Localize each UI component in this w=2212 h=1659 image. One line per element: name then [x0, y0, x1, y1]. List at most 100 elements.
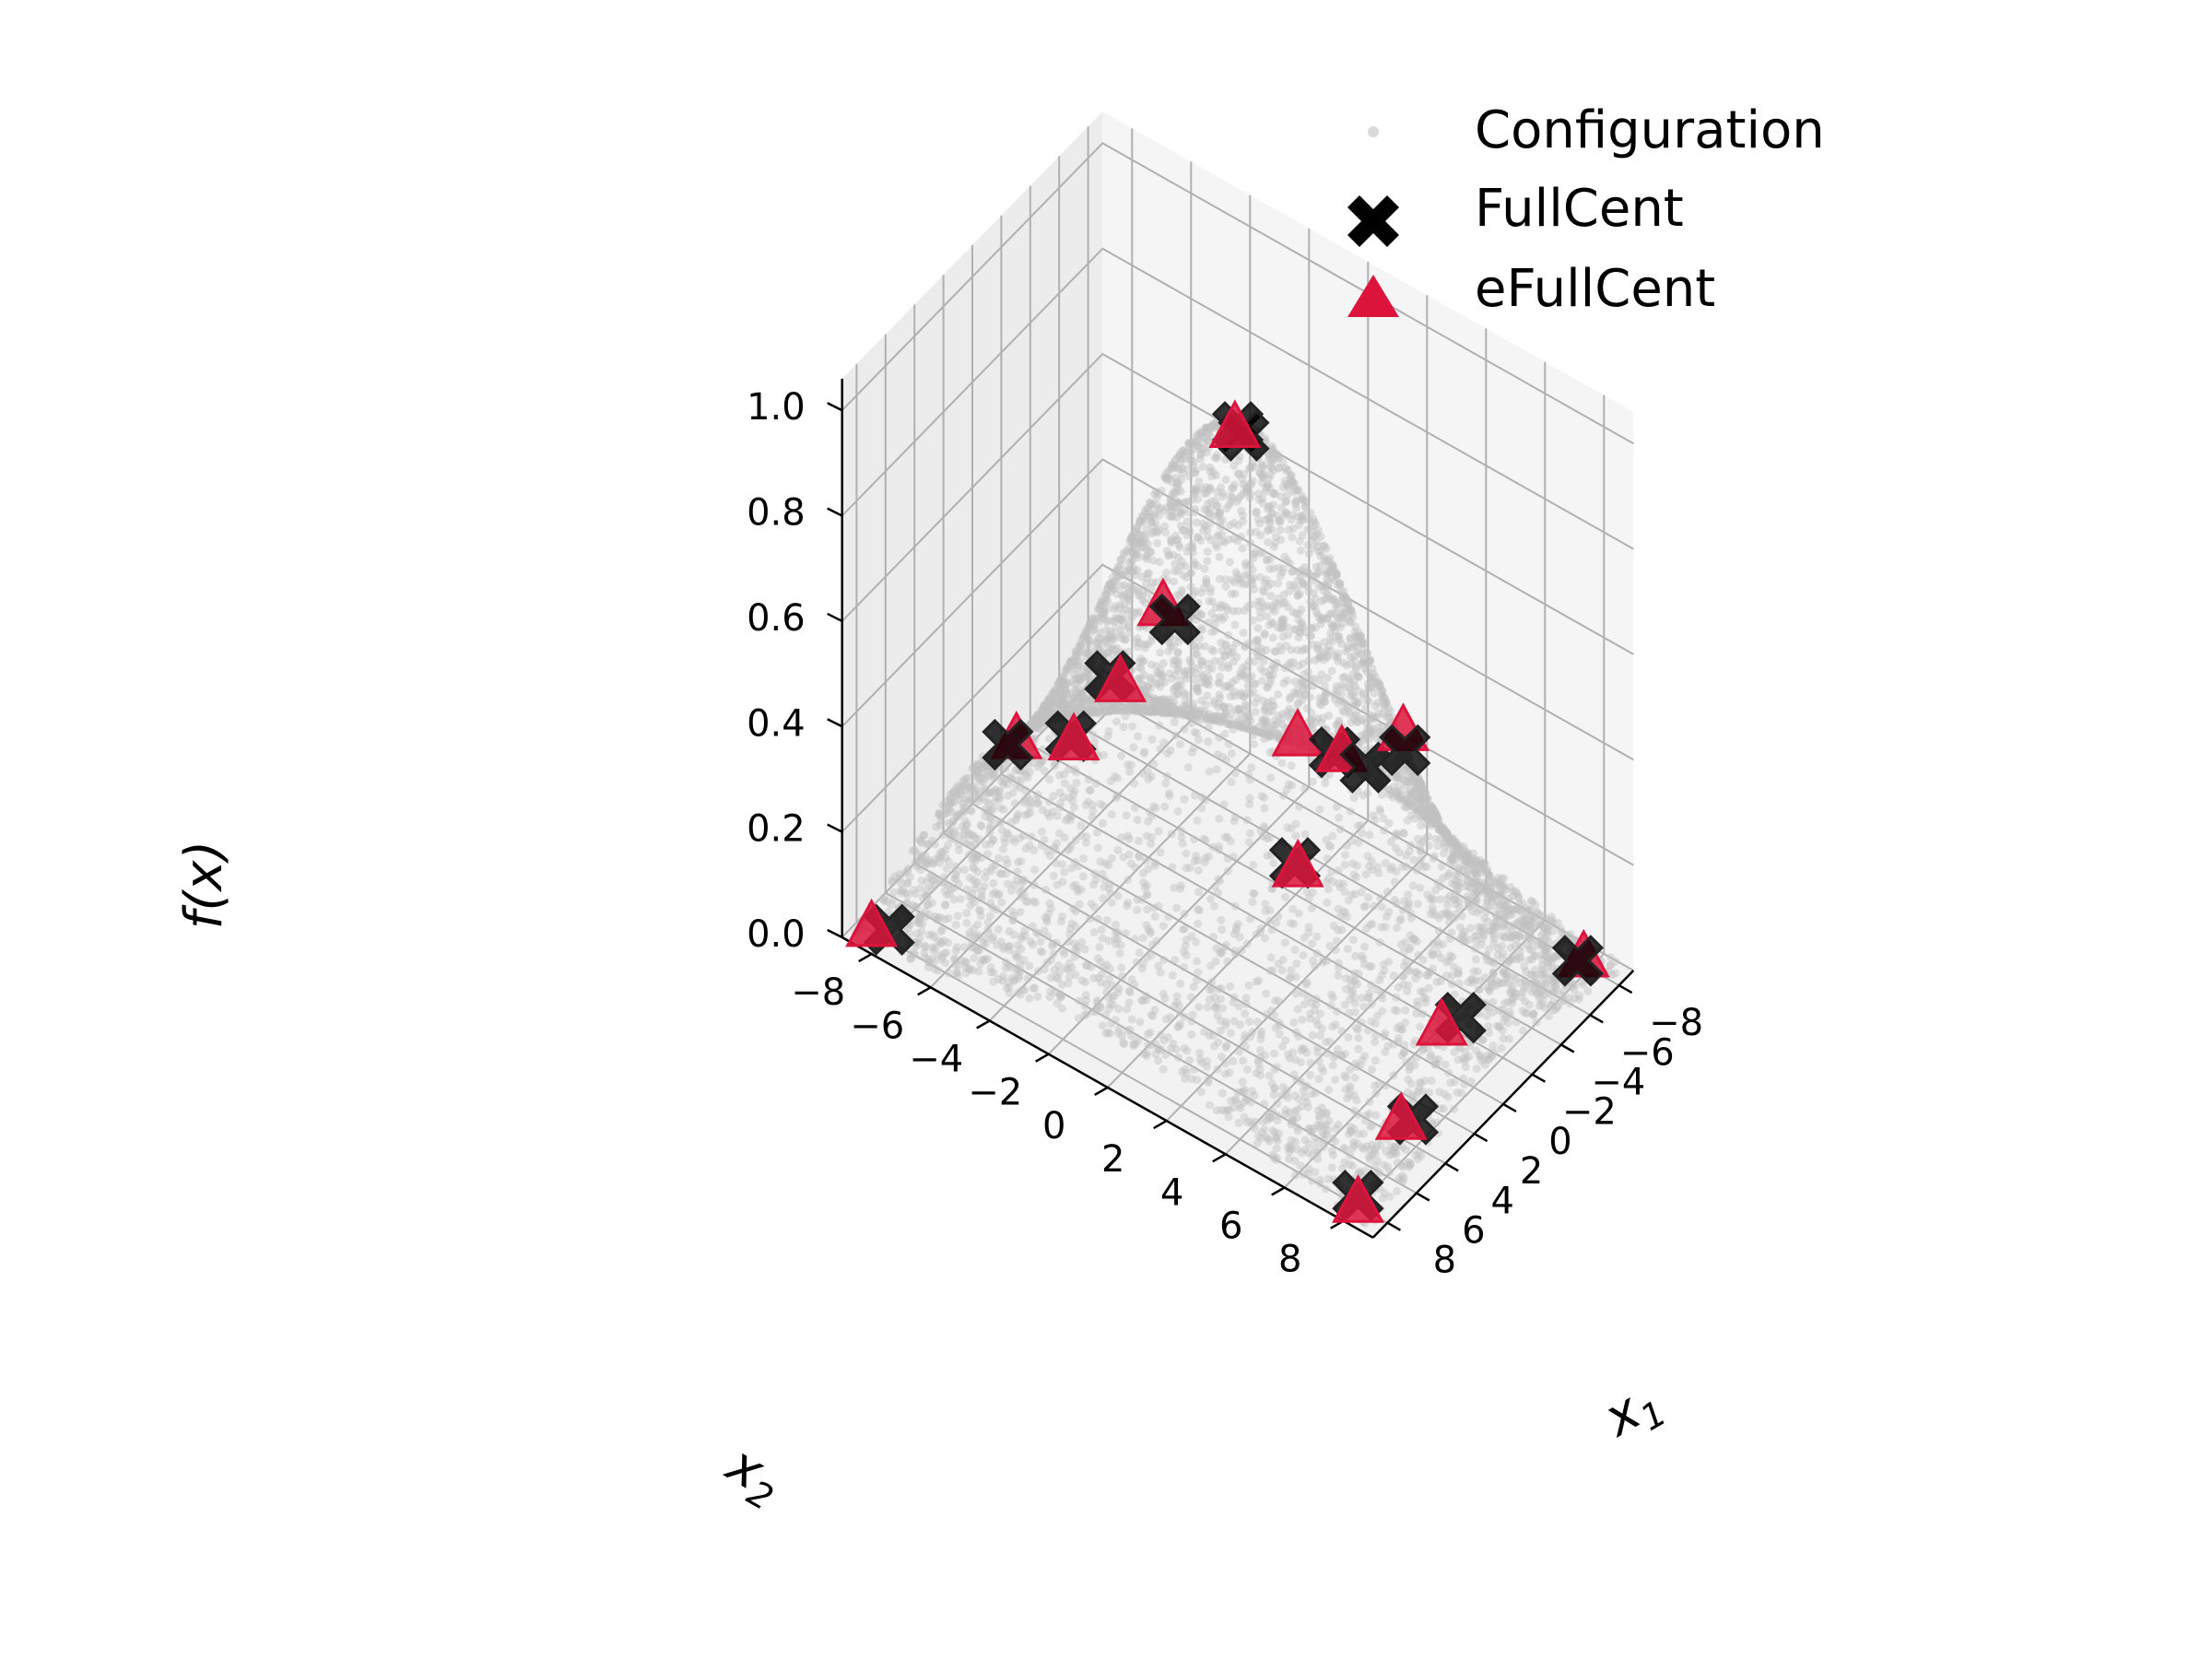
configuration-point — [983, 918, 993, 927]
configuration-point — [1012, 781, 1021, 790]
configuration-point — [1231, 813, 1240, 821]
configuration-point — [1422, 794, 1430, 804]
configuration-point — [1492, 1021, 1501, 1030]
configuration-point — [1512, 935, 1521, 944]
configuration-point — [938, 830, 947, 840]
configuration-point — [1526, 970, 1535, 979]
configuration-point — [1299, 580, 1308, 589]
configuration-point — [880, 892, 889, 901]
configuration-point — [1035, 719, 1044, 728]
configuration-point — [1470, 867, 1479, 877]
configuration-point — [1401, 1018, 1410, 1027]
configuration-point — [1149, 705, 1159, 714]
configuration-point — [1253, 651, 1263, 660]
configuration-point — [1452, 841, 1461, 850]
configuration-point — [1194, 688, 1203, 696]
configuration-point — [1450, 1077, 1459, 1087]
configuration-point — [1071, 836, 1080, 844]
configuration-point — [1444, 833, 1453, 842]
configuration-point — [1052, 938, 1061, 947]
configuration-point — [1025, 961, 1034, 971]
configuration-point — [973, 877, 982, 887]
configuration-point — [1090, 706, 1099, 715]
configuration-point — [1430, 806, 1439, 816]
configuration-point — [1349, 1124, 1359, 1133]
configuration-point — [1172, 681, 1182, 690]
configuration-point — [1040, 702, 1049, 712]
configuration-point — [1466, 884, 1476, 893]
configuration-point — [1317, 670, 1326, 679]
configuration-point — [1483, 867, 1492, 877]
configuration-point — [1403, 1088, 1412, 1097]
configuration-point — [1337, 925, 1347, 935]
configuration-point — [1081, 628, 1090, 637]
configuration-point — [1180, 709, 1189, 718]
configuration-point — [1254, 1132, 1264, 1141]
configuration-point — [1311, 623, 1320, 632]
configuration-point — [1445, 917, 1454, 926]
configuration-point — [1173, 487, 1182, 496]
configuration-point — [1484, 887, 1492, 896]
configuration-point — [1398, 1171, 1406, 1180]
configuration-point — [1241, 700, 1250, 710]
configuration-point — [1142, 831, 1151, 841]
y-tick — [858, 953, 873, 963]
configuration-point — [1570, 985, 1579, 994]
configuration-point — [1314, 547, 1324, 556]
configuration-point — [1196, 535, 1206, 545]
configuration-point — [1098, 704, 1107, 713]
configuration-point — [1253, 597, 1263, 606]
configuration-point — [1260, 630, 1268, 640]
configuration-point — [1382, 697, 1391, 706]
configuration-point — [1156, 745, 1165, 754]
configuration-point — [1187, 932, 1196, 941]
configuration-point — [1189, 702, 1198, 712]
configuration-point — [1396, 1161, 1406, 1171]
configuration-point — [1332, 936, 1341, 946]
configuration-point — [1026, 799, 1035, 807]
configuration-point — [1478, 865, 1488, 874]
configuration-point — [1180, 1043, 1189, 1053]
configuration-point — [1107, 706, 1116, 715]
configuration-point — [1202, 577, 1211, 586]
configuration-point — [1137, 572, 1147, 582]
configuration-point — [1135, 1018, 1145, 1027]
configuration-point — [1402, 777, 1411, 786]
configuration-point — [1145, 707, 1153, 715]
configuration-point — [1272, 1133, 1281, 1142]
configuration-point — [1204, 659, 1213, 668]
configuration-point — [1120, 706, 1129, 715]
grid-line-z — [841, 563, 1634, 866]
configuration-point — [1430, 1060, 1440, 1069]
configuration-point — [1142, 995, 1151, 1005]
configuration-point — [1172, 997, 1182, 1006]
configuration-point — [1230, 691, 1239, 700]
configuration-point — [1278, 1082, 1288, 1091]
configuration-point — [1500, 913, 1509, 923]
configuration-point — [1204, 723, 1213, 732]
configuration-point — [966, 931, 975, 940]
configuration-point — [1425, 802, 1434, 811]
configuration-point — [1029, 716, 1038, 725]
configuration-point — [1207, 608, 1216, 618]
configuration-point — [1354, 1033, 1363, 1042]
configuration-point — [1495, 979, 1504, 988]
z-tick — [827, 402, 843, 412]
configuration-point — [1191, 586, 1200, 595]
configuration-point — [1097, 925, 1106, 935]
configuration-point — [1238, 511, 1247, 520]
configuration-point — [1124, 583, 1134, 593]
configuration-point — [1360, 1052, 1370, 1061]
configuration-point — [1237, 719, 1246, 728]
configuration-point — [986, 968, 995, 977]
configuration-point — [1467, 974, 1477, 983]
configuration-point — [1224, 630, 1233, 640]
configuration-point — [1344, 603, 1353, 612]
configuration-point — [1059, 793, 1068, 802]
data-points — [845, 399, 1620, 1228]
configuration-point — [1171, 473, 1181, 482]
configuration-point — [959, 865, 969, 875]
configuration-point — [1048, 701, 1057, 711]
configuration-point — [1504, 904, 1512, 913]
configuration-point — [917, 853, 926, 862]
